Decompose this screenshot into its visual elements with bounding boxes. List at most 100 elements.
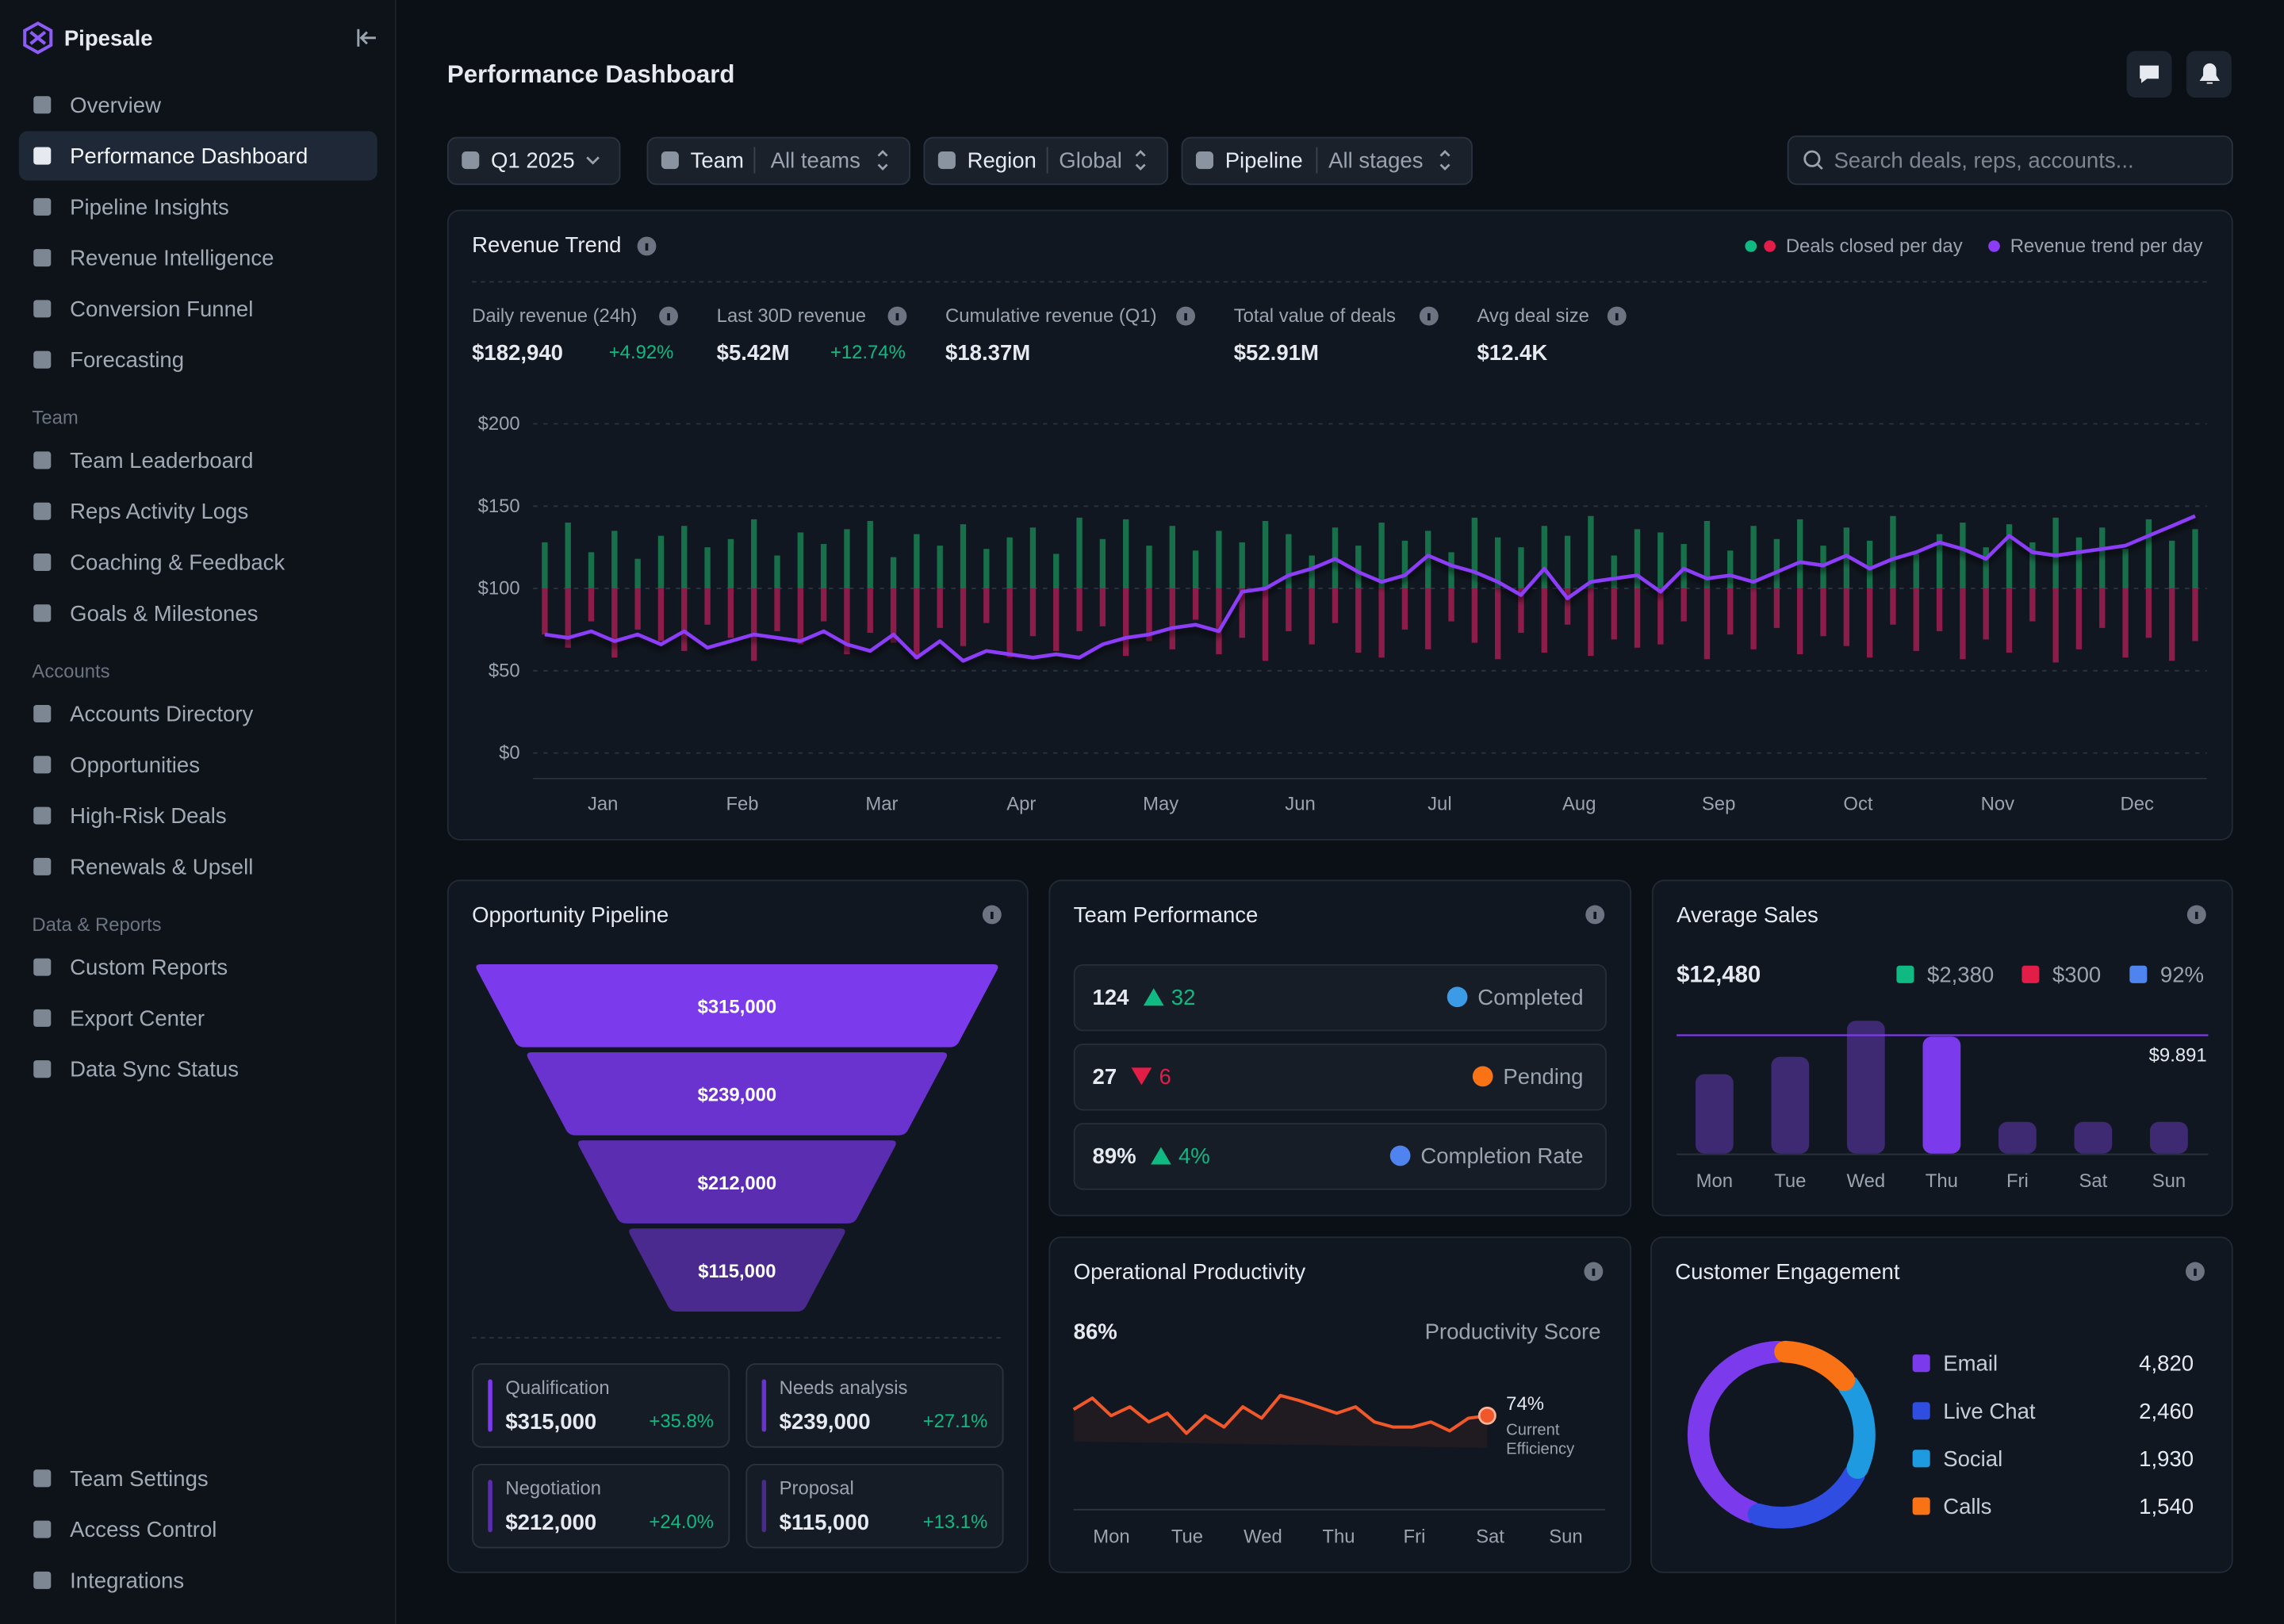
nav-item[interactable]: Access Control	[70, 1517, 217, 1542]
filter-pill[interactable]	[1181, 136, 1473, 186]
bar	[704, 588, 711, 625]
legend-value: 4,820	[2139, 1351, 2194, 1376]
nav-item[interactable]: Team Settings	[70, 1466, 209, 1491]
bar	[1890, 588, 1896, 625]
nav-item[interactable]: Accounts Directory	[70, 702, 253, 726]
filter-icon	[1195, 151, 1213, 170]
nav-item[interactable]: Conversion Funnel	[70, 297, 253, 321]
kpi-change: +4.92%	[609, 342, 674, 363]
nav-item[interactable]: Reps Activity Logs	[70, 499, 248, 523]
bar	[727, 588, 734, 638]
nav-item[interactable]: Performance Dashboard	[70, 144, 308, 168]
nav-icon	[33, 249, 52, 267]
bar	[1123, 519, 1129, 589]
filter-pill[interactable]	[923, 136, 1169, 186]
funnel-stage	[577, 1140, 896, 1224]
nav-item[interactable]: Revenue Intelligence	[70, 246, 274, 270]
filter-pill[interactable]	[646, 136, 910, 186]
kpi-value: $18.37M	[945, 340, 1030, 365]
status-icon	[1389, 1145, 1411, 1166]
bar	[867, 520, 873, 589]
stage-change: +24.0%	[649, 1511, 714, 1533]
y-tick-label: $100	[478, 578, 520, 599]
x-tick-label: Oct	[1843, 793, 1872, 814]
nav-item[interactable]: Custom Reports	[70, 955, 228, 979]
x-tick-label: Mon	[1093, 1526, 1129, 1547]
filter-pill[interactable]	[446, 136, 621, 186]
nav-item[interactable]: Goals & Milestones	[70, 601, 258, 626]
bar	[1890, 515, 1896, 589]
bar	[1727, 550, 1734, 589]
nav-item[interactable]: Coaching & Feedback	[70, 550, 285, 575]
kpi-value: $182,940	[472, 340, 563, 365]
x-tick-label: Wed	[1244, 1526, 1282, 1547]
nav-icon	[33, 857, 52, 875]
bar	[1564, 588, 1571, 625]
nav-section-title: Team	[32, 408, 78, 429]
stat-row	[1073, 1044, 1607, 1111]
nav-item[interactable]: Opportunities	[70, 753, 200, 777]
info-icon-glyph	[1184, 312, 1187, 321]
bar	[611, 588, 618, 658]
bar	[1611, 588, 1617, 640]
info-icon-glyph	[645, 243, 649, 251]
stage-value: $239,000	[780, 1409, 871, 1434]
bar	[1425, 588, 1431, 649]
bar	[1960, 523, 1966, 589]
nav-item[interactable]: Data Sync Status	[70, 1057, 239, 1082]
bar	[1029, 527, 1037, 589]
kpi-label: Avg deal size	[1477, 305, 1588, 327]
stat-icon	[2021, 965, 2040, 983]
nav-item[interactable]: Overview	[70, 93, 161, 117]
stat-row	[1073, 1123, 1607, 1190]
bar	[1936, 534, 1943, 589]
nav-active	[18, 131, 377, 181]
x-tick-label: Apr	[1006, 793, 1036, 814]
nav-item[interactable]: Forecasting	[70, 347, 184, 372]
stat-delta: 4%	[1178, 1143, 1210, 1168]
search-icon	[1817, 163, 1823, 170]
legend-label: Deals closed per day	[1786, 236, 1963, 257]
bar	[914, 534, 920, 589]
score-value: 86%	[1074, 1319, 1117, 1343]
search-box[interactable]	[1787, 135, 2233, 186]
stage-card	[472, 1463, 730, 1549]
stage-name: Needs analysis	[780, 1377, 908, 1399]
bar	[1378, 523, 1385, 589]
nav-item[interactable]: Pipeline Insights	[70, 194, 229, 219]
status-icon	[1472, 1066, 1493, 1087]
collapse-button[interactable]	[357, 29, 376, 47]
bar	[1998, 1121, 2037, 1154]
bar	[1843, 588, 1850, 646]
bar	[1076, 517, 1083, 589]
bar	[1750, 526, 1757, 589]
nav-icon	[33, 705, 52, 723]
sales-stat: $2,380	[1927, 962, 1994, 986]
nav-item[interactable]: Export Center	[70, 1005, 205, 1030]
bar	[2122, 549, 2129, 589]
stage-name: Proposal	[780, 1478, 854, 1500]
stat-delta: 32	[1171, 985, 1196, 1009]
funnel-label: $115,000	[698, 1261, 776, 1282]
bar	[1448, 588, 1454, 622]
x-tick-label: Dec	[2121, 793, 2155, 814]
nav-item[interactable]: Renewals & Upsell	[70, 854, 253, 879]
bar	[914, 588, 920, 660]
bar	[1239, 542, 1245, 589]
nav-item[interactable]: Team Leaderboard	[70, 448, 253, 473]
nav-icon	[33, 197, 52, 216]
bar	[1006, 588, 1013, 658]
bar	[890, 557, 897, 589]
bar	[1239, 588, 1245, 638]
bar	[2029, 588, 2036, 622]
bar	[2192, 588, 2198, 642]
search-icon	[1803, 150, 1821, 167]
trend-icon	[1151, 1147, 1171, 1165]
info-icon-glyph	[667, 312, 670, 321]
filter-label: Region	[968, 148, 1037, 173]
bar	[1216, 530, 1222, 589]
nav-item[interactable]: High-Risk Deals	[70, 803, 226, 828]
bar	[751, 519, 757, 589]
nav-item[interactable]: Integrations	[70, 1568, 184, 1592]
bar	[1006, 537, 1013, 589]
